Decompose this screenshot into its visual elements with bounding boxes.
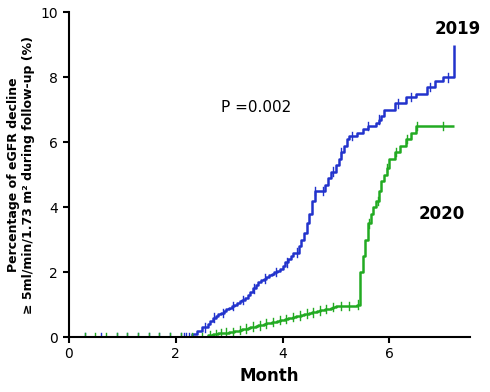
- X-axis label: Month: Month: [240, 367, 299, 385]
- Text: P =0.002: P =0.002: [221, 100, 291, 115]
- Y-axis label: Percentage of eGFR decline
≥ 5ml/min/1.73 m² during follow-up (%): Percentage of eGFR decline ≥ 5ml/min/1.7…: [7, 36, 35, 314]
- Text: 2020: 2020: [419, 205, 465, 223]
- Text: 2019: 2019: [435, 20, 481, 38]
